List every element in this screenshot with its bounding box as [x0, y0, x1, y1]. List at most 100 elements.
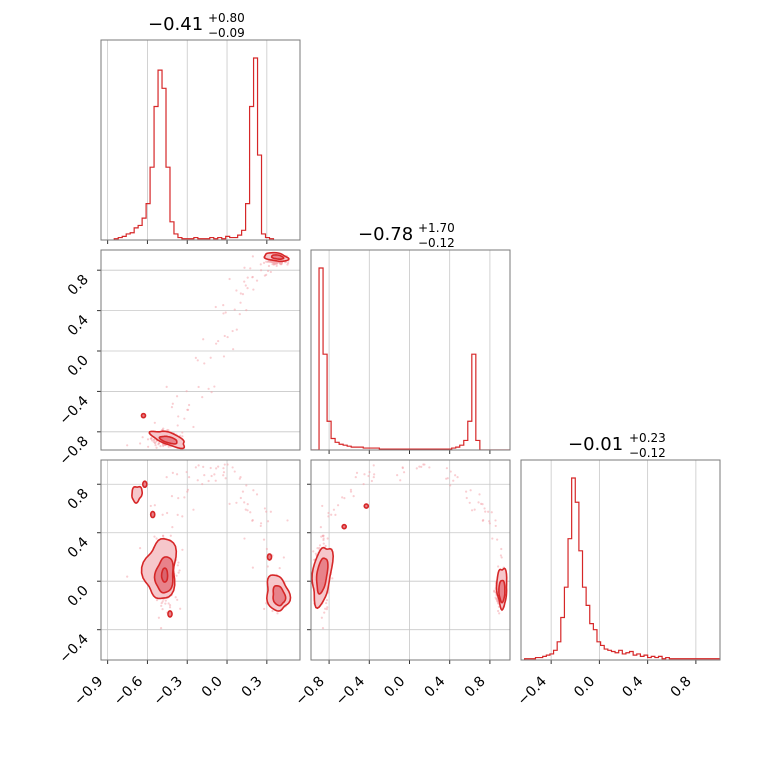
scatter-point — [231, 329, 234, 333]
scatter-point — [354, 476, 357, 479]
scatter-point — [446, 477, 449, 480]
scatter-point — [150, 439, 154, 442]
title-p1-upper: +1.70 — [418, 221, 455, 235]
scatter-point — [181, 431, 184, 434]
axes-frame — [100, 249, 301, 451]
title-p1-median: −0.78 — [358, 224, 413, 245]
scatter-point — [330, 513, 333, 516]
scatter-point — [160, 604, 163, 607]
scatter-point — [168, 604, 172, 607]
scatter-point — [320, 535, 323, 538]
scatter-point — [162, 427, 165, 430]
scatter-point — [488, 520, 491, 523]
scatter-point — [138, 547, 142, 550]
scatter-point — [418, 465, 421, 468]
scatter-point — [244, 284, 247, 287]
scatter-point — [465, 496, 468, 500]
scatter-point — [178, 569, 181, 572]
contour-level — [341, 523, 348, 530]
scatter-point — [207, 387, 210, 390]
scatter-point — [164, 602, 167, 605]
scatter-point — [187, 403, 191, 407]
title-p2-median: −0.01 — [568, 434, 623, 455]
scatter-point — [334, 513, 337, 516]
scatter-point — [153, 535, 156, 538]
scatter-point — [498, 612, 501, 615]
tick-label-x: 0.4 — [619, 673, 646, 700]
contour-level — [315, 557, 329, 595]
scatter-point — [481, 519, 484, 522]
contour-level — [160, 567, 169, 583]
axes-frame — [310, 459, 511, 661]
scatter-point — [265, 260, 268, 263]
panel-p0-vs-p1: −0.8 −0.4 0.0 0.4 0.8 — [56, 249, 301, 469]
scatter-point — [169, 534, 172, 537]
scatter-point — [423, 463, 426, 466]
scatter-point — [153, 504, 156, 507]
scatter-point — [126, 575, 129, 578]
scatter-point — [246, 276, 249, 279]
scatter-point — [266, 269, 270, 273]
scatter-point — [312, 550, 315, 553]
scatter-point — [224, 311, 227, 314]
scatter-point — [192, 425, 195, 429]
scatter-point — [181, 435, 184, 438]
scatter-point — [372, 464, 375, 467]
tick-label-x: −0.9 — [71, 674, 106, 709]
scatter-point — [186, 408, 189, 411]
scatter-point — [355, 471, 359, 475]
scatter-point — [210, 391, 213, 394]
scatter-point — [217, 339, 220, 343]
histogram-step — [311, 267, 510, 450]
scatter-point — [324, 607, 327, 610]
scatter-point — [276, 612, 279, 615]
scatter-point — [196, 479, 199, 482]
plot-area — [308, 463, 508, 630]
scatter-point — [246, 287, 249, 290]
scatter-point — [265, 547, 268, 551]
scatter-point — [177, 561, 180, 564]
scatter-point — [153, 441, 156, 444]
scatter-point — [214, 305, 217, 309]
scatter-point — [259, 263, 262, 266]
scatter-point — [494, 524, 497, 528]
scatter-point — [325, 601, 328, 605]
scatter-point — [267, 264, 271, 268]
scatter-point — [159, 444, 162, 448]
tick-label-y: 0.0 — [65, 583, 92, 610]
scatter-point — [363, 473, 366, 476]
scatter-point — [157, 616, 160, 619]
scatter-point — [252, 288, 255, 291]
scatter-point — [452, 479, 455, 482]
scatter-point — [176, 513, 179, 516]
tick-label-x: −0.6 — [111, 673, 146, 708]
scatter-point — [166, 428, 169, 432]
scatter-point — [308, 594, 310, 596]
scatter-point — [228, 502, 231, 505]
scatter-point — [241, 293, 245, 296]
scatter-point — [480, 502, 483, 505]
scatter-point — [318, 544, 322, 547]
scatter-point — [171, 402, 174, 405]
scatter-point — [224, 477, 227, 480]
scatter-point — [321, 504, 324, 508]
tick-label-y: −0.4 — [56, 631, 91, 666]
scatter-point — [332, 508, 336, 511]
plot-area — [126, 463, 292, 630]
scatter-point — [494, 519, 497, 522]
tick-label-x: −0.3 — [151, 674, 186, 709]
contour-level — [142, 480, 148, 488]
scatter-point — [158, 441, 161, 445]
scatter-point — [231, 466, 234, 469]
scatter-point — [194, 466, 197, 469]
scatter-point — [263, 607, 266, 611]
contour-level — [266, 553, 273, 561]
scatter-point — [493, 589, 496, 592]
scatter-point — [255, 279, 259, 282]
scatter-point — [249, 267, 252, 270]
scatter-point — [473, 508, 476, 511]
scatter-point — [368, 470, 371, 474]
tick-label-x: 0.3 — [239, 674, 266, 701]
scatter-point — [146, 438, 150, 441]
